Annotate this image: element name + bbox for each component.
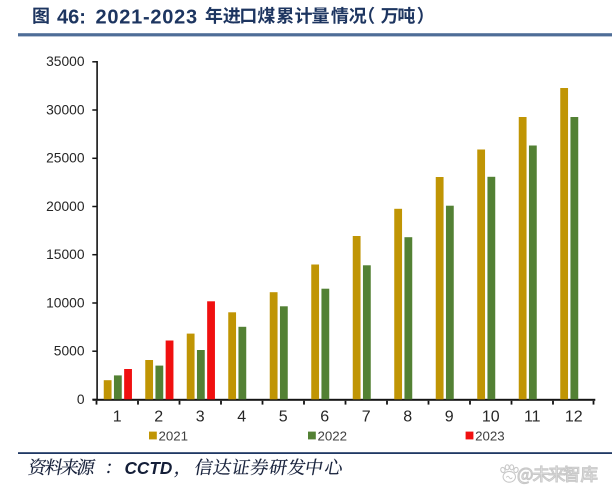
svg-text:20000: 20000 [46, 199, 85, 214]
svg-text:11: 11 [524, 409, 541, 426]
svg-text:8: 8 [403, 409, 412, 426]
svg-text:15000: 15000 [46, 247, 85, 262]
svg-text:10: 10 [482, 409, 500, 426]
svg-text:0: 0 [77, 392, 85, 407]
svg-text:10000: 10000 [46, 295, 85, 310]
svg-text:25000: 25000 [46, 151, 85, 166]
svg-text:2022: 2022 [318, 428, 348, 443]
svg-text:2021: 2021 [159, 428, 189, 443]
svg-text:2: 2 [154, 409, 163, 426]
svg-text:1: 1 [113, 409, 122, 426]
svg-text:2021-2023: 2021-2023 [96, 7, 198, 29]
svg-text:30000: 30000 [46, 102, 85, 117]
svg-text:CCTD: CCTD [125, 458, 173, 478]
svg-text:46:: 46: [57, 7, 86, 29]
svg-text:9: 9 [445, 409, 454, 426]
svg-text:7: 7 [362, 409, 371, 426]
svg-text:5000: 5000 [54, 344, 85, 359]
svg-text:6: 6 [320, 409, 329, 426]
svg-text:35000: 35000 [46, 54, 85, 69]
svg-text:3: 3 [196, 409, 205, 426]
svg-text:2023: 2023 [475, 428, 505, 443]
svg-text:5: 5 [279, 409, 288, 426]
svg-text:12: 12 [565, 409, 583, 426]
svg-text:4: 4 [237, 409, 246, 426]
